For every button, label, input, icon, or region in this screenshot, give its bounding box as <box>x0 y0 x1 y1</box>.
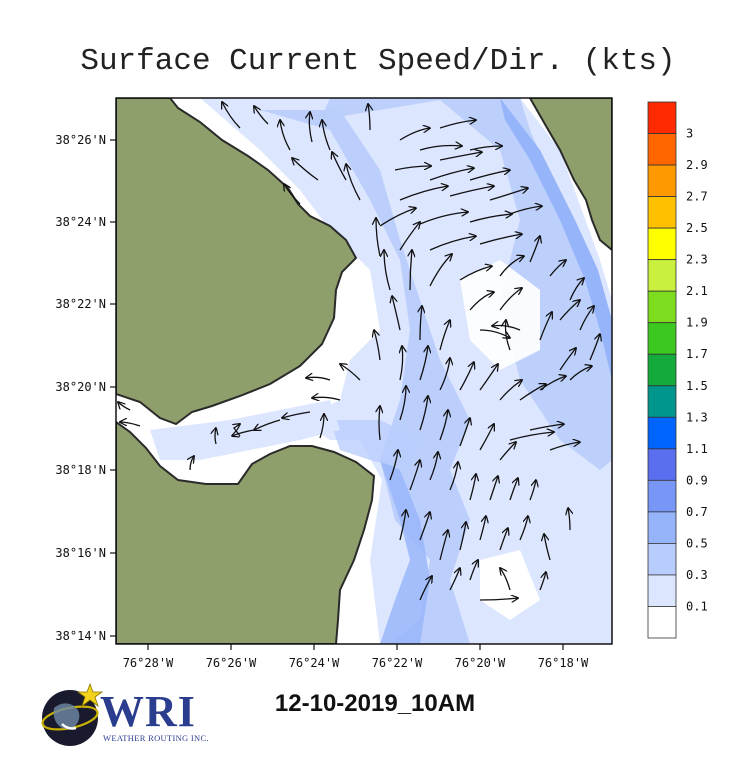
lon-tick-label: 76°22'W <box>372 656 423 670</box>
colorbar-label: 0.3 <box>686 568 708 582</box>
colorbar-label: 1.1 <box>686 442 708 456</box>
lon-tick-label: 76°28'W <box>123 656 174 670</box>
colorbar-swatch <box>647 133 677 166</box>
colorbar-swatch <box>647 353 677 387</box>
colorbar-swatch <box>647 227 677 261</box>
lon-tick-label: 76°18'W <box>538 656 589 670</box>
colorbar-swatch <box>647 164 677 197</box>
colorbar-label: 0.9 <box>686 473 708 487</box>
colorbar-swatch <box>647 448 677 481</box>
land <box>116 98 612 644</box>
speed-colorbar: 3 2.9 2.7 2.5 2.3 2.1 1.9 1.7 1.5 1.3 1.1 0.9 0.7 0.5… <box>647 101 708 639</box>
lon-tick-label: 76°24'W <box>289 656 340 670</box>
colorbar-swatch <box>647 606 677 639</box>
lat-tick-label: 38°14'N <box>55 629 106 643</box>
current-arrows <box>118 102 600 600</box>
colorbar-label: 0.7 <box>686 505 708 519</box>
colorbar-label: 2.3 <box>686 253 708 267</box>
logo-text: WRI <box>100 687 196 736</box>
lon-tick-label: 76°20'W <box>455 656 506 670</box>
western-shore-land <box>116 98 358 426</box>
colorbar-label: 0.1 <box>686 599 708 613</box>
colorbar-swatch <box>647 511 677 544</box>
colorbar-label: 1.5 <box>686 379 708 393</box>
colorbar-swatch <box>647 101 677 134</box>
southwest-shore-land <box>116 420 376 644</box>
colorbar-swatch <box>647 479 677 513</box>
lat-tick-label: 38°20'N <box>55 380 106 394</box>
colorbar-label: 2.9 <box>686 158 708 172</box>
latitude-axis <box>110 139 116 637</box>
colorbar-label: 1.7 <box>686 347 708 361</box>
lat-tick-label: 38°26'N <box>55 133 106 147</box>
colorbar-label: 2.5 <box>686 221 708 235</box>
lon-tick-label: 76°26'W <box>206 656 257 670</box>
colorbar-swatch <box>647 290 677 324</box>
lat-tick-label: 38°18'N <box>55 463 106 477</box>
timestamp: 12-10-2019_10AM <box>274 690 476 717</box>
colorbar-label: 2.7 <box>686 190 708 204</box>
colorbar-swatch <box>647 259 677 292</box>
logo-subtitle: WEATHER ROUTING INC. <box>103 733 209 743</box>
colorbar-swatch <box>647 543 677 576</box>
colorbar-label: 3 <box>686 127 693 141</box>
lat-tick-label: 38°24'N <box>55 215 106 229</box>
colorbar-label: 0.5 <box>686 536 708 550</box>
map-title: Surface Current Speed/Dir. (kts) <box>80 44 676 79</box>
colorbar-label: 1.3 <box>686 410 708 424</box>
map-plot-area <box>116 98 612 644</box>
colorbar-label: 1.9 <box>686 316 708 330</box>
colorbar-label: 2.1 <box>686 284 708 298</box>
lat-tick-label: 38°16'N <box>55 546 106 560</box>
colorbar-swatch <box>647 196 677 229</box>
map-frame <box>115 97 613 645</box>
colorbar-swatch <box>647 385 677 418</box>
colorbar-swatch <box>647 322 677 355</box>
star-icon <box>76 682 104 708</box>
colorbar-swatch <box>647 574 677 607</box>
wri-logo <box>41 682 104 746</box>
eastern-shore-land <box>528 98 612 252</box>
colorbar-swatch <box>647 416 677 450</box>
lat-tick-label: 38°22'N <box>55 297 106 311</box>
longitude-axis <box>147 644 564 650</box>
